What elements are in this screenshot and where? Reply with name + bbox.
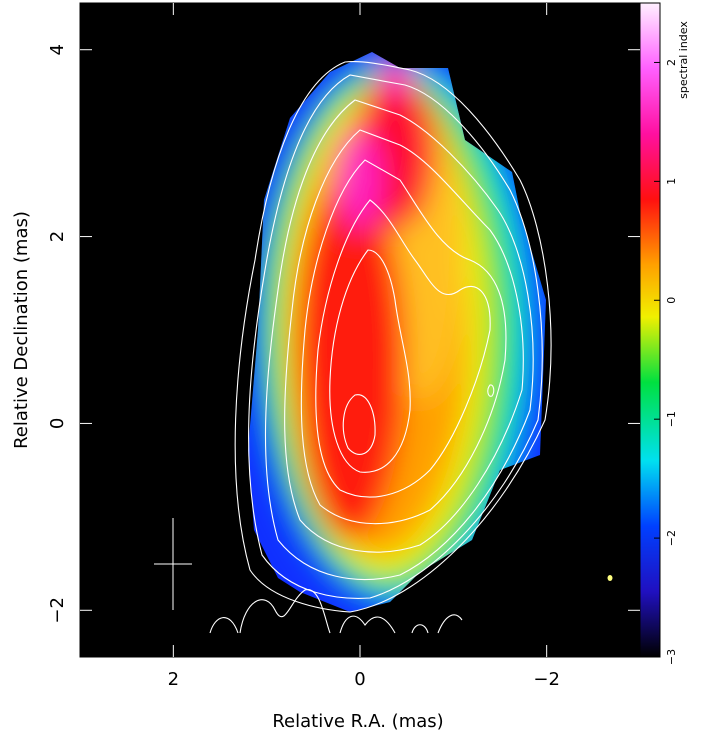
y-tick-label: 4 [47,44,68,55]
colorbar-tick-label: −2 [665,530,678,546]
x-tick-label: 0 [354,669,365,690]
x-tick-label: −2 [533,669,560,690]
x-tick-label: 2 [168,669,179,690]
y-tick-label: −2 [47,597,68,624]
x-axis-label: Relative R.A. (mas) [272,711,443,732]
colorbar [639,2,661,658]
colorbar-tick-label: 0 [665,297,678,304]
beam [154,518,192,610]
colorbar-tick-label: 2 [665,59,678,66]
contours [209,61,552,634]
speck [607,575,613,581]
colorbar-tick-label: −1 [665,411,678,427]
y-tick-label: 0 [47,418,68,429]
y-axis-label: Relative Declination (mas) [11,211,32,449]
colorbar-tick-label: 1 [665,178,678,185]
y-tick-label: 2 [47,231,68,242]
colorbar-label: spectral index [677,21,690,99]
colorbar-tick-label: −3 [665,649,678,665]
